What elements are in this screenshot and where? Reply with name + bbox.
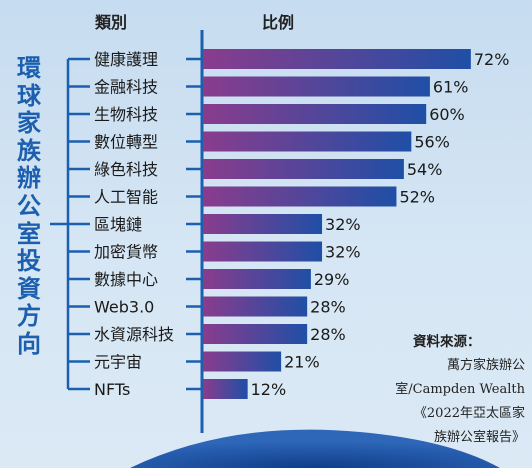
bar [203,131,412,152]
bar [203,104,427,124]
value-label: 28% [310,325,346,344]
value-label: 61% [433,78,469,97]
side-title-char: 向 [17,329,41,358]
decorative-arc [130,429,500,468]
category-label: 健康護理 [94,50,158,69]
value-label: 52% [399,188,435,207]
value-label: 72% [474,50,510,69]
side-title-char: 環 [17,54,41,82]
header-ratio: 比例 [262,13,295,32]
side-title-char: 公 [17,191,41,220]
value-label: 12% [251,380,287,399]
category-label: 數位轉型 [94,133,158,152]
source-line: 室/Campden Wealth [395,382,525,397]
side-title-char: 室 [17,219,41,248]
bar [203,351,282,372]
category-label: 區塊鏈 [94,215,142,234]
value-label: 29% [314,270,350,289]
side-title-char: 方 [17,302,41,331]
source-line: 族辦公室報告》 [433,430,525,445]
bar [203,159,404,179]
category-label: 綠色科技 [94,160,158,179]
bar [203,76,430,97]
bar [203,324,308,344]
category-label: 元宇宙 [94,353,142,372]
category-label: 金融科技 [94,78,158,97]
category-label: Web3.0 [94,298,154,317]
category-label: 加密貨幣 [94,243,158,262]
header-category: 類別 [95,13,128,32]
value-label: 21% [284,353,320,372]
source-line: 《2022年亞太區家 [413,406,525,421]
value-label: 28% [310,298,346,317]
value-label: 54% [407,160,443,179]
value-label: 32% [325,243,361,262]
category-label: 生物科技 [94,105,158,124]
category-label: 人工智能 [94,188,158,207]
side-title-char: 家 [17,109,41,138]
bar [203,296,308,317]
category-label: 數據中心 [94,270,158,289]
source-label: 資料來源： [413,334,481,350]
side-title-char: 投 [17,247,41,276]
bar [203,269,311,289]
source-note: 資料來源： 萬方家族辦公 室/Campden Wealth 《2022年亞太區家… [355,330,525,450]
bar [203,379,248,399]
side-title: 環球家族辦公室投資方向 [12,54,46,359]
bar [203,186,397,207]
side-title-char: 資 [17,274,41,303]
category-label: NFTs [94,380,130,399]
category-label: 水資源科技 [94,325,174,344]
bar [203,214,323,234]
side-title-char: 球 [17,81,41,110]
bar [203,49,471,69]
value-label: 32% [325,215,361,234]
value-label: 60% [429,105,465,124]
value-label: 56% [414,133,450,152]
side-title-char: 族 [17,136,41,165]
bar [203,241,323,262]
source-line: 萬方家族辦公 [446,358,525,373]
side-title-char: 辦 [17,164,41,193]
